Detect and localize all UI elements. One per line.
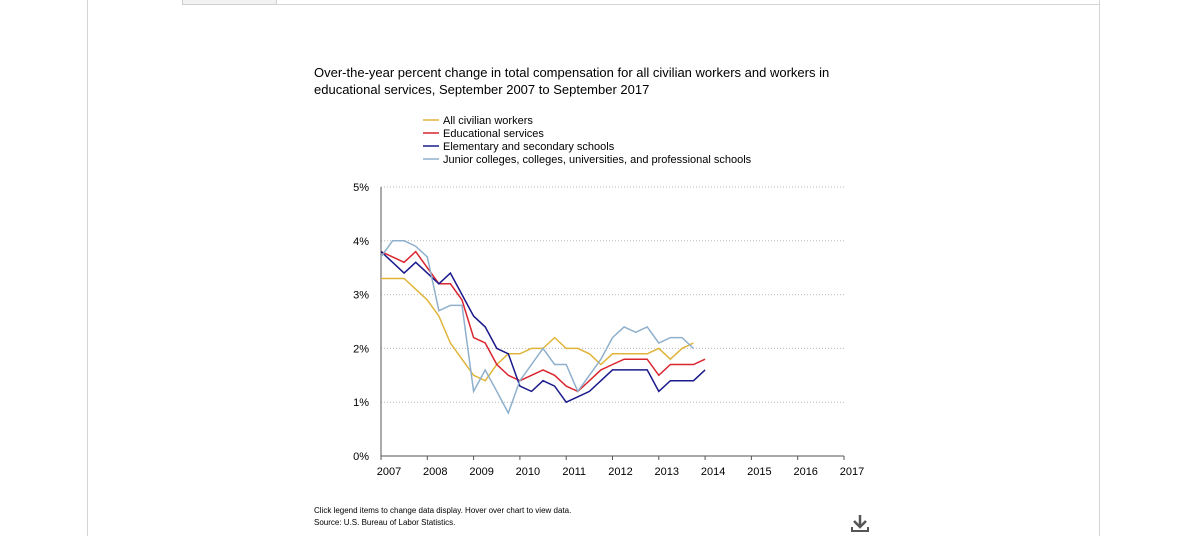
series-line-1 bbox=[381, 277, 694, 382]
legend-item-3[interactable]: Elementary and secondary schools bbox=[423, 141, 615, 153]
x-tick-label: 2013 bbox=[655, 466, 679, 478]
series-line-2 bbox=[380, 250, 706, 393]
x-tick-label: 2009 bbox=[469, 466, 493, 478]
y-tick-label: 4% bbox=[353, 236, 369, 248]
x-tick-label: 2014 bbox=[701, 466, 725, 478]
footnote-source: Source: U.S. Bureau of Labor Statistics. bbox=[314, 518, 456, 527]
y-tick-label: 3% bbox=[353, 290, 369, 302]
x-tick-label: 2016 bbox=[793, 466, 817, 478]
y-tick-label: 2% bbox=[353, 343, 369, 355]
legend-item-1[interactable]: All civilian workers bbox=[423, 115, 533, 127]
series-lines bbox=[380, 240, 706, 415]
panel-border bbox=[275, 4, 1100, 5]
grid bbox=[381, 186, 844, 403]
x-tick-label: 2011 bbox=[562, 466, 586, 478]
footnote-note: Click legend items to change data displa… bbox=[314, 506, 572, 515]
x-tick-label: 2008 bbox=[423, 466, 447, 478]
x-tick-label: 2015 bbox=[747, 466, 771, 478]
x-tick-label: 2007 bbox=[377, 466, 401, 478]
legend-label: Educational services bbox=[443, 128, 544, 140]
x-tick-label: 2010 bbox=[516, 466, 540, 478]
download-icon[interactable] bbox=[849, 512, 871, 534]
x-axis-ticks: 2007 2008 2009 2010 2011 2012 2013 2014 2015 2016… bbox=[377, 456, 864, 478]
legend-item-2[interactable]: Educational services bbox=[423, 128, 544, 140]
y-tick-label: 1% bbox=[353, 397, 369, 409]
legend-label: Elementary and secondary schools bbox=[443, 141, 615, 153]
legend-item-4[interactable]: Junior colleges, colleges, universities,… bbox=[423, 154, 752, 166]
legend-label: All civilian workers bbox=[443, 115, 533, 127]
chart-title: Over-the-year percent change in total co… bbox=[314, 65, 830, 97]
x-tick-label: 2012 bbox=[608, 466, 632, 478]
y-tick-label: 0% bbox=[353, 451, 369, 463]
legend-label: Junior colleges, colleges, universities,… bbox=[443, 154, 752, 166]
series-line-4 bbox=[380, 240, 695, 415]
y-tick-label: 5% bbox=[353, 182, 369, 194]
x-tick-label: 2017 bbox=[840, 466, 864, 478]
footnote: Click legend items to change data displa… bbox=[314, 505, 571, 529]
download-arrow bbox=[851, 515, 869, 532]
y-axis-ticks: 0% 1% 2% 3% 4% 5% bbox=[353, 182, 369, 463]
content-frame bbox=[87, 0, 1100, 536]
axes bbox=[380, 187, 844, 457]
tab[interactable] bbox=[182, 0, 277, 5]
series-line-3 bbox=[380, 251, 706, 404]
